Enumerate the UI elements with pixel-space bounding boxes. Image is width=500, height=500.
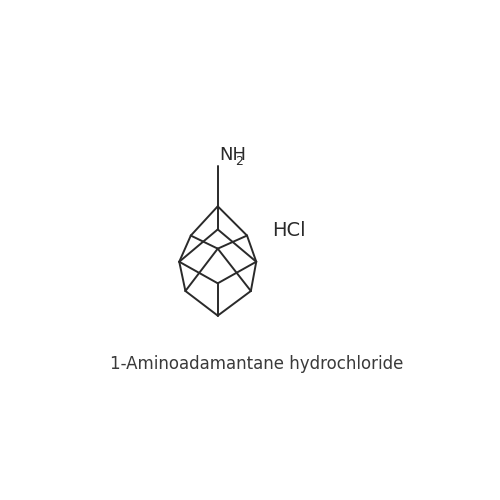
Text: NH: NH	[220, 146, 246, 164]
Text: HCl: HCl	[272, 222, 306, 240]
Text: 1-Aminoadamantane hydrochloride: 1-Aminoadamantane hydrochloride	[110, 355, 403, 373]
Text: 2: 2	[236, 155, 244, 168]
